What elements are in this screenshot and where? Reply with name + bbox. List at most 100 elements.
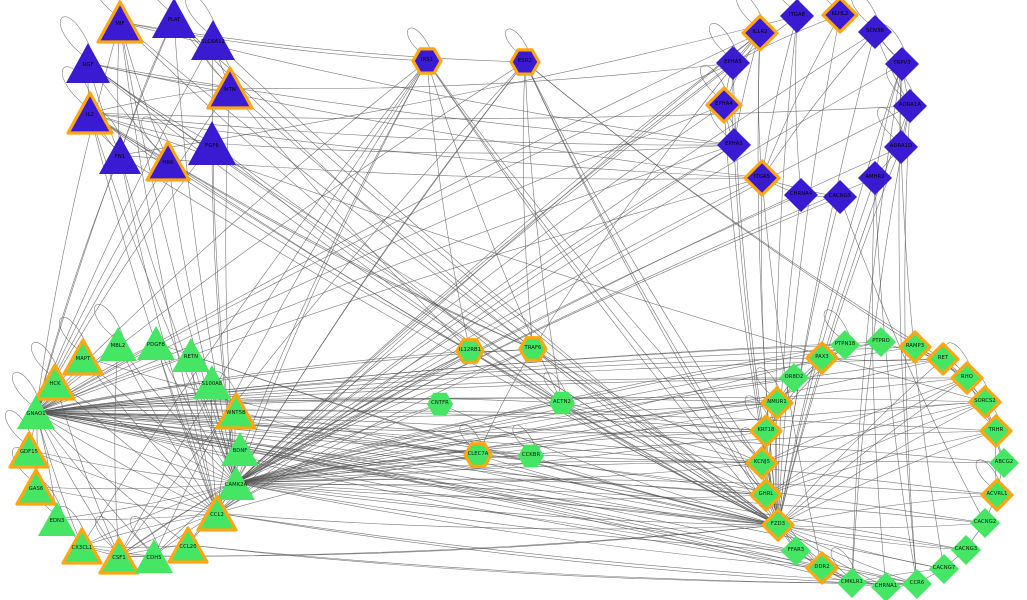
self-loop-edge: [95, 516, 125, 551]
network-edge: [426, 60, 471, 352]
node-hrk[interactable]: HRK: [142, 135, 194, 187]
node-clec7a[interactable]: CLEC7A: [458, 435, 498, 475]
network-edge: [235, 430, 997, 484]
diamond-shape: [745, 446, 779, 480]
network-edge: [765, 430, 997, 496]
triangle-shape: [66, 91, 114, 135]
triangle-shape: [196, 494, 238, 532]
node-epha5[interactable]: EPHA5: [709, 39, 757, 87]
network-edge: [235, 377, 795, 484]
node-cdh5[interactable]: CDH5: [130, 532, 178, 580]
node-irs1[interactable]: IRS1: [406, 40, 448, 82]
diamond-shape: [858, 161, 892, 195]
network-edge: [522, 61, 534, 350]
node-trpv3[interactable]: TRPV3: [878, 40, 926, 88]
network-edge: [119, 21, 237, 484]
network-edge: [477, 454, 779, 526]
diamond-shape: [717, 128, 751, 162]
diamond-shape: [749, 478, 783, 512]
network-edge: [87, 62, 735, 146]
self-loop-edge: [94, 304, 124, 339]
node-traf6[interactable]: TRAF6: [513, 329, 553, 369]
node-ccr6[interactable]: CCR6: [895, 562, 939, 600]
triangle-shape: [217, 466, 255, 500]
network-edge: [35, 411, 887, 588]
network-edge: [235, 410, 779, 526]
network-edge: [235, 194, 802, 484]
self-loop-edge: [543, 372, 568, 398]
network-edge: [777, 377, 968, 526]
node-cckbr[interactable]: CCKBR: [511, 436, 551, 476]
network-edge: [561, 402, 767, 496]
diamond-shape: [716, 46, 750, 80]
network-edge: [839, 196, 986, 524]
hexagon-shape: [518, 336, 548, 362]
network-edge: [81, 482, 237, 547]
node-cntfr[interactable]: CNTFR: [420, 384, 460, 424]
network-edge: [118, 61, 526, 557]
network-edge: [235, 478, 998, 496]
network-edge: [235, 15, 798, 484]
node-cacng5[interactable]: CACNG5: [816, 173, 864, 221]
triangle-shape: [215, 392, 257, 430]
node-fn1[interactable]: FN1: [94, 129, 146, 181]
node-il12rb1[interactable]: IL12RB1: [450, 331, 490, 371]
diamond-shape: [781, 536, 811, 566]
network-edge: [119, 21, 563, 404]
diamond-shape: [893, 89, 927, 123]
network-edge: [35, 377, 795, 413]
node-ngf[interactable]: NGF: [61, 36, 115, 90]
network-edge: [229, 87, 779, 526]
network-edge: [114, 343, 120, 557]
network-edge: [35, 411, 237, 484]
network-edge: [216, 32, 761, 514]
triangle-shape: [167, 526, 209, 564]
network-edge: [235, 430, 767, 484]
network-edge: [54, 381, 237, 484]
network-edge: [235, 403, 441, 484]
network-edge: [765, 377, 968, 496]
self-loop-edge: [59, 317, 89, 352]
diamond-shape: [837, 568, 867, 598]
diamond-shape: [884, 130, 918, 164]
self-loop-edge: [851, 0, 881, 27]
network-edge: [760, 177, 779, 526]
network-edge: [153, 524, 779, 557]
self-loop-edge: [877, 107, 907, 142]
network-edge: [35, 411, 189, 546]
node-mtn[interactable]: MTN: [203, 61, 257, 115]
network-edge: [119, 154, 779, 526]
network-edge: [426, 60, 779, 526]
diamond-shape: [951, 535, 981, 565]
diamond-shape: [898, 330, 932, 364]
self-loop-edge: [130, 516, 160, 551]
network-edge: [35, 411, 763, 464]
network-edge: [235, 358, 944, 484]
node-esr2[interactable]: ESR2: [504, 41, 546, 83]
triangle-shape: [38, 502, 76, 536]
network-edge: [235, 60, 428, 484]
network-edge: [777, 524, 918, 585]
network-edge: [777, 494, 998, 526]
self-loop-edge: [744, 395, 772, 426]
network-edge: [872, 177, 887, 588]
network-edge: [235, 482, 967, 551]
network-edge: [35, 411, 155, 557]
network-edge: [216, 512, 779, 530]
network-edge: [225, 87, 237, 484]
triangle-shape: [8, 431, 50, 469]
node-slc6a12[interactable]: SLC6A12: [186, 13, 240, 67]
triangle-shape: [191, 20, 235, 60]
diamond-shape: [749, 414, 783, 448]
self-loop-edge: [823, 309, 851, 340]
network-edge: [35, 354, 192, 413]
network-edge: [524, 61, 767, 496]
network-edge: [235, 144, 735, 484]
diamond-shape: [830, 330, 860, 360]
network-edge: [87, 62, 563, 404]
triangle-shape: [135, 539, 173, 573]
network-edge: [35, 411, 767, 496]
node-actn2[interactable]: ACTN2: [542, 383, 582, 423]
